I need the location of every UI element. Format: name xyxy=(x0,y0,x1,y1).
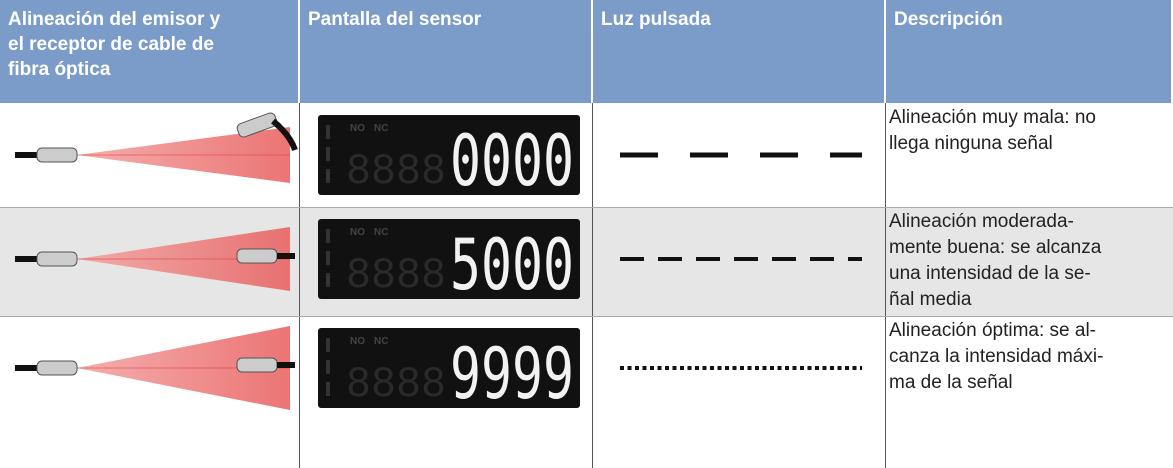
header-cell: Alineación del emisor y el receptor de ca… xyxy=(0,0,298,103)
indicator: NC xyxy=(374,227,388,238)
receiver-cable xyxy=(277,362,295,368)
fiber-cable xyxy=(15,152,40,158)
description-line: Alineación muy mala: no xyxy=(889,107,1096,128)
fiber-cable xyxy=(15,365,40,371)
sensor-display: NO NC 8888 5000 xyxy=(318,219,580,306)
status-led xyxy=(326,338,330,352)
column-divider xyxy=(299,103,300,468)
header-cell: Luz pulsada xyxy=(593,0,884,103)
emitter xyxy=(36,147,78,163)
indicator: NC xyxy=(374,336,388,347)
header-text: fibra óptica xyxy=(8,59,111,80)
description-line: Alineación óptima: se al- xyxy=(889,320,1096,341)
status-led xyxy=(326,251,330,265)
header-text: Pantalla del sensor xyxy=(308,9,482,30)
display-ghost: 8888 xyxy=(346,251,446,301)
pulse-pattern xyxy=(620,366,862,370)
fiber-diagram xyxy=(15,112,298,183)
display-digits: 0000 xyxy=(450,120,574,202)
status-led xyxy=(326,273,330,287)
emitter xyxy=(36,251,78,267)
pulse-pattern xyxy=(620,257,862,261)
receiver-body xyxy=(236,112,278,138)
header-cell: Descripción xyxy=(886,0,1171,103)
header-text: Descripción xyxy=(894,9,1003,30)
fiber-cable xyxy=(15,256,40,262)
description-line: ñal media xyxy=(889,289,972,310)
display-digits: 5000 xyxy=(450,224,574,306)
description-line: ma de la señal xyxy=(889,372,1013,393)
description: Alineación óptima: se al-canza la intens… xyxy=(889,318,1103,396)
status-led xyxy=(326,169,330,183)
sensor-display: NO NC 8888 9999 xyxy=(318,328,580,415)
header-text: Luz pulsada xyxy=(601,9,711,30)
row-divider xyxy=(0,316,1173,317)
status-led xyxy=(326,229,330,243)
display-panel xyxy=(318,115,580,195)
fiber-diagram xyxy=(15,326,295,410)
indicator: NC xyxy=(374,123,388,134)
description-line: mente buena: se alcanza xyxy=(889,237,1102,258)
status-led xyxy=(326,360,330,374)
indicator: NO xyxy=(350,123,365,134)
description-line: canza la intensidad máxi- xyxy=(889,346,1104,367)
status-led xyxy=(326,147,330,161)
fiber-diagram xyxy=(15,227,295,291)
header-text: Alineación del emisor y xyxy=(8,9,221,30)
display-ghost: 8888 xyxy=(346,147,446,197)
pulse-pattern xyxy=(620,152,862,158)
indicator: NO xyxy=(350,336,365,347)
display-digits: 9999 xyxy=(450,333,574,415)
header-cell: Pantalla del sensor xyxy=(300,0,591,103)
receiver-cable xyxy=(277,253,295,259)
description: Alineación moderada-mente buena: se alca… xyxy=(889,209,1101,313)
receiver-cable xyxy=(271,118,298,152)
status-led xyxy=(326,382,330,396)
emitter xyxy=(36,360,78,376)
display-ghost: 8888 xyxy=(346,360,446,410)
description-line: una intensidad de la se- xyxy=(889,263,1091,284)
header-text: el receptor de cable de xyxy=(8,34,214,55)
receiver xyxy=(236,248,278,264)
receiver xyxy=(236,357,278,373)
display-panel xyxy=(318,328,580,408)
indicator: NO xyxy=(350,227,365,238)
column-divider xyxy=(885,103,886,468)
description: Alineación muy mala: no llega ninguna señ… xyxy=(889,105,1096,157)
display-panel xyxy=(318,219,580,299)
status-led xyxy=(326,125,330,139)
sensor-display: NO NC 8888 0000 xyxy=(318,115,580,202)
row-divider xyxy=(0,207,1173,208)
column-divider xyxy=(592,103,593,468)
description-line: Alineación moderada- xyxy=(889,211,1074,232)
receiver xyxy=(236,112,278,138)
description-line: llega ninguna señal xyxy=(889,133,1053,154)
